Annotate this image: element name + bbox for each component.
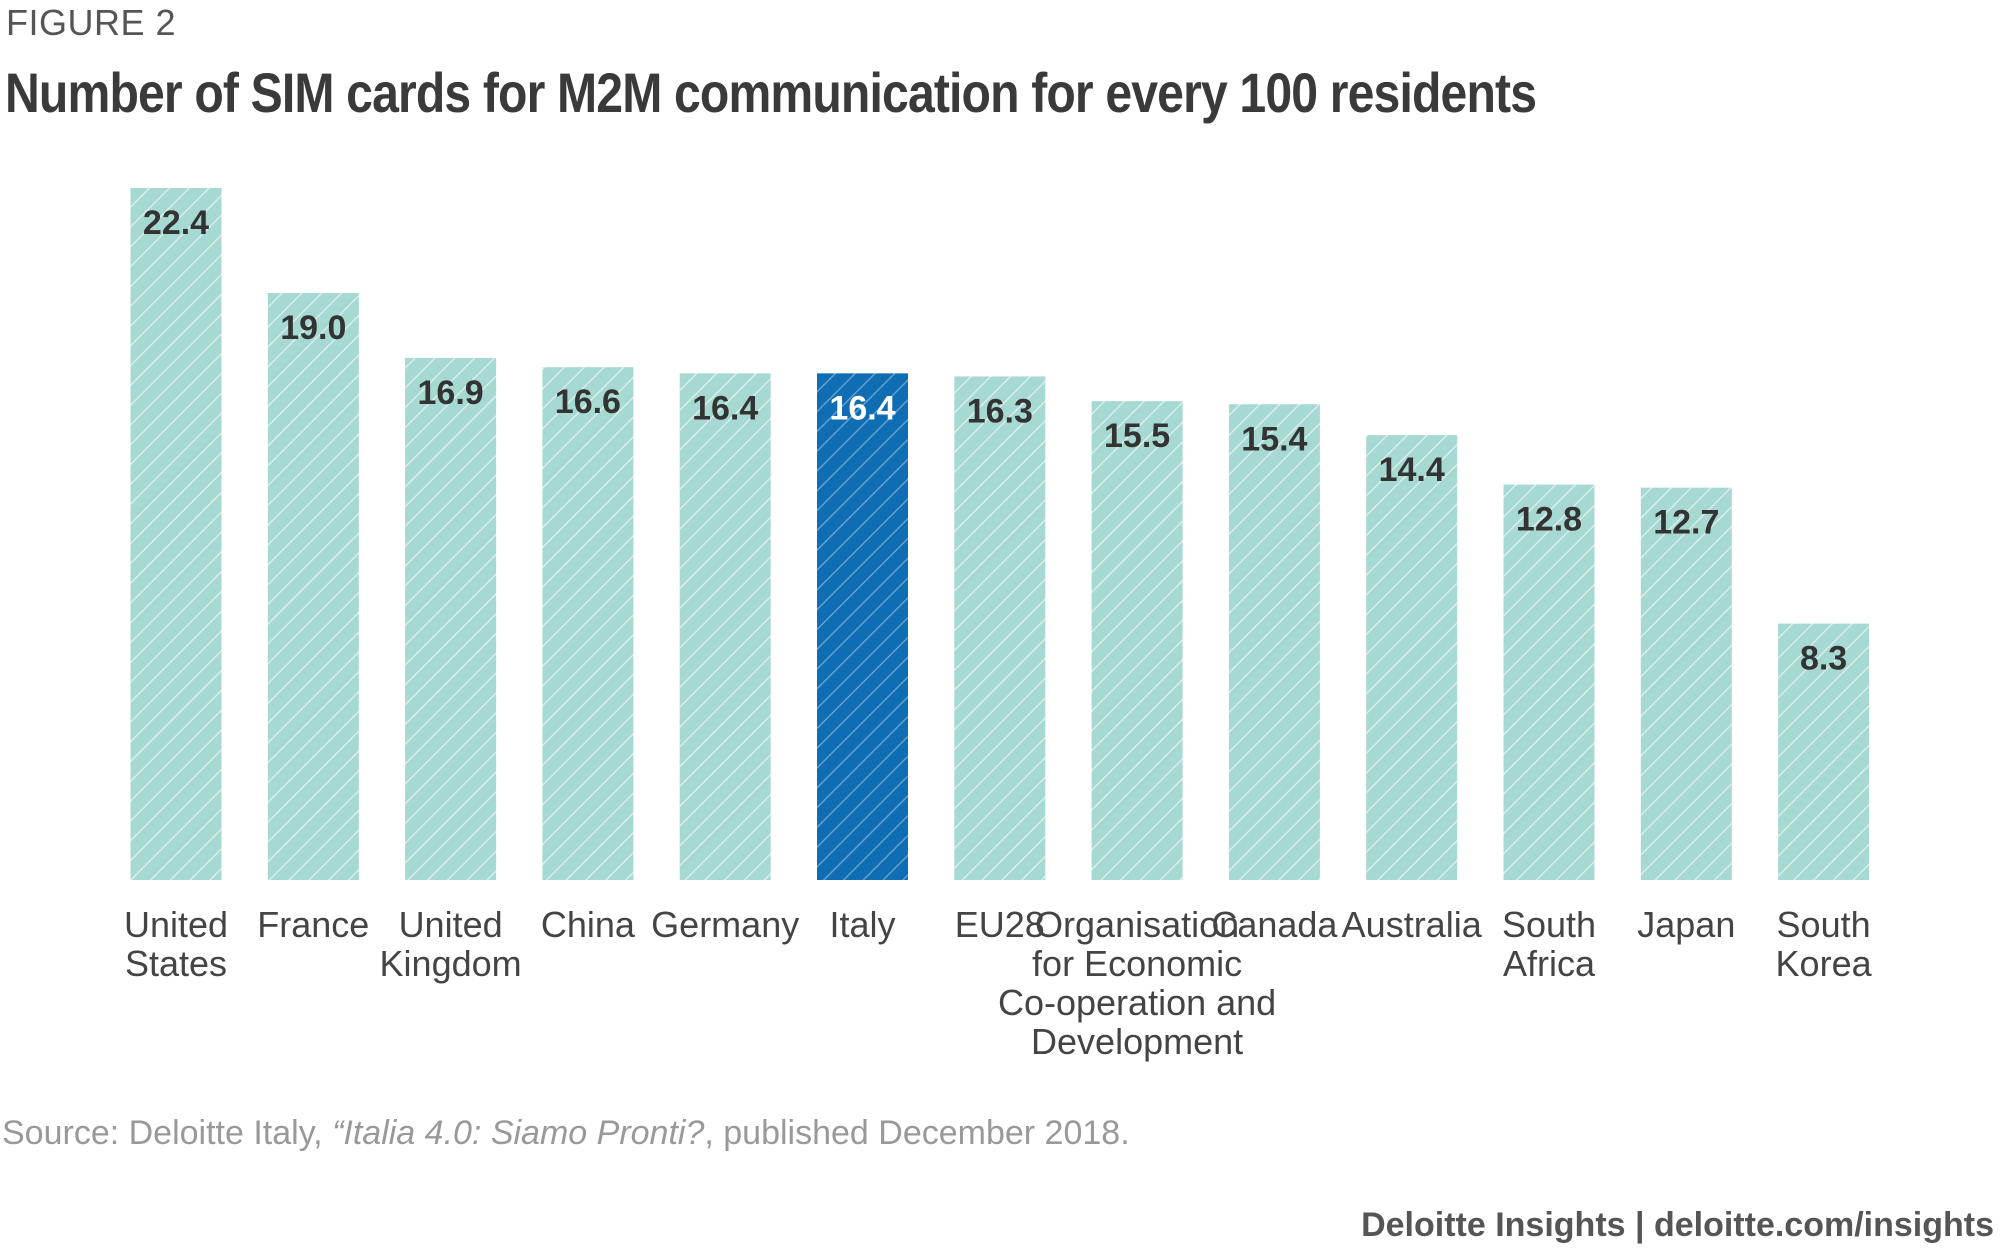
value-label: 15.5 <box>1104 417 1170 455</box>
bar-italy <box>817 373 908 880</box>
figure-label: FIGURE 2 <box>6 2 177 43</box>
bar-united-states <box>130 188 222 880</box>
value-label: 16.6 <box>555 383 621 421</box>
category-label: United States <box>124 904 228 984</box>
category-label: South Korea <box>1776 904 1873 984</box>
category-label-line: South <box>1502 904 1596 945</box>
bar-france <box>267 293 359 880</box>
value-label: 12.7 <box>1653 504 1719 542</box>
category-label-line: Organisation <box>1035 904 1239 945</box>
category-label: France <box>257 904 369 945</box>
category-label-line: for Economic <box>1032 943 1242 984</box>
bar-germany <box>679 373 771 880</box>
category-label: Italy <box>829 904 895 945</box>
category-label-line: Japan <box>1637 904 1735 945</box>
bar-south-africa <box>1503 484 1595 880</box>
source-prefix: Source: Deloitte Italy, <box>2 1114 333 1152</box>
value-label: 14.4 <box>1379 451 1445 489</box>
category-label-line: Korea <box>1776 943 1873 984</box>
value-label: 16.3 <box>967 392 1033 430</box>
bar-australia <box>1366 435 1458 880</box>
value-label: 8.3 <box>1800 640 1847 678</box>
value-label: 15.4 <box>1241 420 1307 458</box>
chart-title: Number of SIM cards for M2M communicatio… <box>5 61 1537 124</box>
category-label: Canada <box>1211 904 1338 945</box>
category-label-line: Co-operation and <box>998 982 1276 1023</box>
value-label: 19.0 <box>280 309 346 347</box>
category-label-line: Australia <box>1342 904 1483 945</box>
value-label: 16.9 <box>418 374 484 412</box>
bar-south-korea <box>1778 623 1870 880</box>
category-label: Germany <box>651 904 799 945</box>
footer-brand: Deloitte Insights | deloitte.com/insight… <box>1361 1206 1994 1244</box>
category-label-line: China <box>541 904 636 945</box>
category-label-line: EU28 <box>955 904 1045 945</box>
bar-organisation-for-economic-co-operation-and-development <box>1091 401 1183 880</box>
category-label: Japan <box>1637 904 1735 945</box>
category-label-line: Italy <box>829 904 895 945</box>
category-label: South Africa <box>1502 904 1596 984</box>
category-label-line: Germany <box>651 904 799 945</box>
category-label: Australia <box>1342 904 1483 945</box>
bar-united-kingdom <box>405 357 497 880</box>
category-label-line: South <box>1777 904 1871 945</box>
category-label: Organisation for Economic Co-operation and… <box>998 904 1276 1062</box>
category-label-line: States <box>125 943 227 984</box>
category-label: United Kingdom <box>380 904 522 984</box>
category-label-line: Africa <box>1503 943 1596 984</box>
value-label: 16.4 <box>692 389 758 427</box>
bar-eu28 <box>954 376 1046 880</box>
value-label: 12.8 <box>1516 501 1582 539</box>
value-label: 22.4 <box>143 204 209 242</box>
value-label: 16.4 <box>829 389 895 427</box>
category-label-line: Canada <box>1211 904 1338 945</box>
source-title: “Italia 4.0: Siamo Pronti? <box>332 1114 705 1152</box>
category-label-line: Kingdom <box>380 943 522 984</box>
bars-layer <box>130 188 1870 880</box>
category-label-line: France <box>257 904 369 945</box>
category-label: China <box>541 904 636 945</box>
bar-china <box>542 367 634 880</box>
source-suffix: , published December 2018. <box>704 1114 1130 1152</box>
bar-canada <box>1228 404 1320 880</box>
category-label-line: United <box>399 904 503 945</box>
value-labels: 22.4 19.0 16.9 16.6 16.4 16.4 16.3 15.5 15.4 14.4… <box>143 204 1847 678</box>
category-label: EU28 <box>955 904 1045 945</box>
category-label-line: United <box>124 904 228 945</box>
category-label-line: Development <box>1031 1021 1243 1062</box>
bar-japan <box>1640 487 1732 880</box>
source-note: Source: Deloitte Italy, “Italia 4.0: Sia… <box>2 1114 1130 1153</box>
